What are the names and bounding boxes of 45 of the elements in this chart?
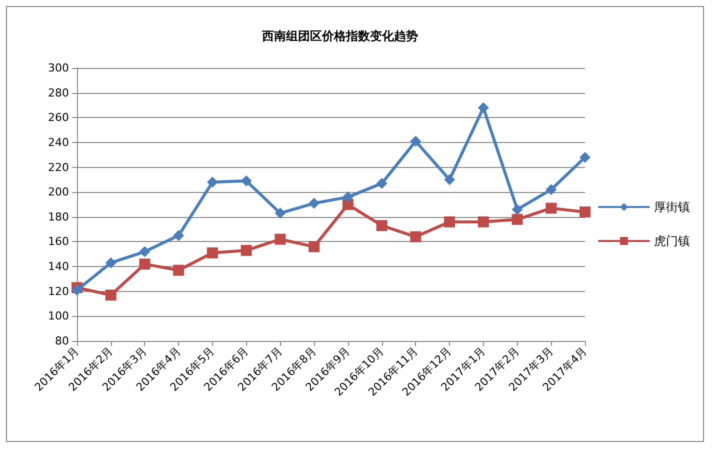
point	[139, 246, 150, 258]
point	[580, 206, 590, 218]
y-tick-label: 140	[48, 260, 69, 274]
point	[410, 231, 422, 242]
point	[139, 258, 150, 270]
point	[376, 220, 388, 232]
point	[376, 178, 388, 189]
y-tick-label: 260	[48, 111, 69, 124]
point	[546, 202, 557, 214]
point	[580, 152, 590, 163]
y-tick-label: 280	[48, 86, 69, 100]
y-tick-label: 180	[48, 210, 69, 224]
legend-label: 厚街镇	[654, 200, 690, 214]
y-tick-label: 240	[48, 136, 69, 149]
point	[308, 198, 320, 209]
point	[240, 244, 252, 256]
point	[173, 264, 184, 276]
point	[546, 184, 557, 196]
legend-label: 虎门镇	[654, 234, 690, 248]
y-tick-label: 160	[48, 235, 69, 248]
point	[274, 208, 286, 219]
point	[72, 284, 82, 296]
point	[308, 241, 320, 252]
point	[206, 176, 218, 188]
point	[105, 257, 116, 268]
y-tick-label: 100	[48, 310, 69, 323]
chart-title: 西南组团区价格指数变化趋势	[261, 29, 418, 43]
y-tick-label: 300	[48, 62, 69, 74]
point	[342, 192, 354, 203]
point	[206, 247, 218, 258]
point	[478, 102, 489, 114]
y-tick-label: 220	[48, 160, 69, 174]
point	[173, 230, 184, 242]
point	[274, 234, 286, 245]
y-tick-label: 120	[48, 284, 69, 298]
point	[444, 174, 456, 186]
y-tick-label: 80	[55, 334, 69, 348]
point	[444, 216, 456, 228]
point	[410, 136, 422, 147]
point	[512, 214, 523, 225]
point	[478, 216, 489, 228]
y-tick-label: 200	[48, 186, 69, 199]
point	[240, 175, 252, 186]
point	[105, 290, 116, 301]
point	[512, 204, 523, 215]
